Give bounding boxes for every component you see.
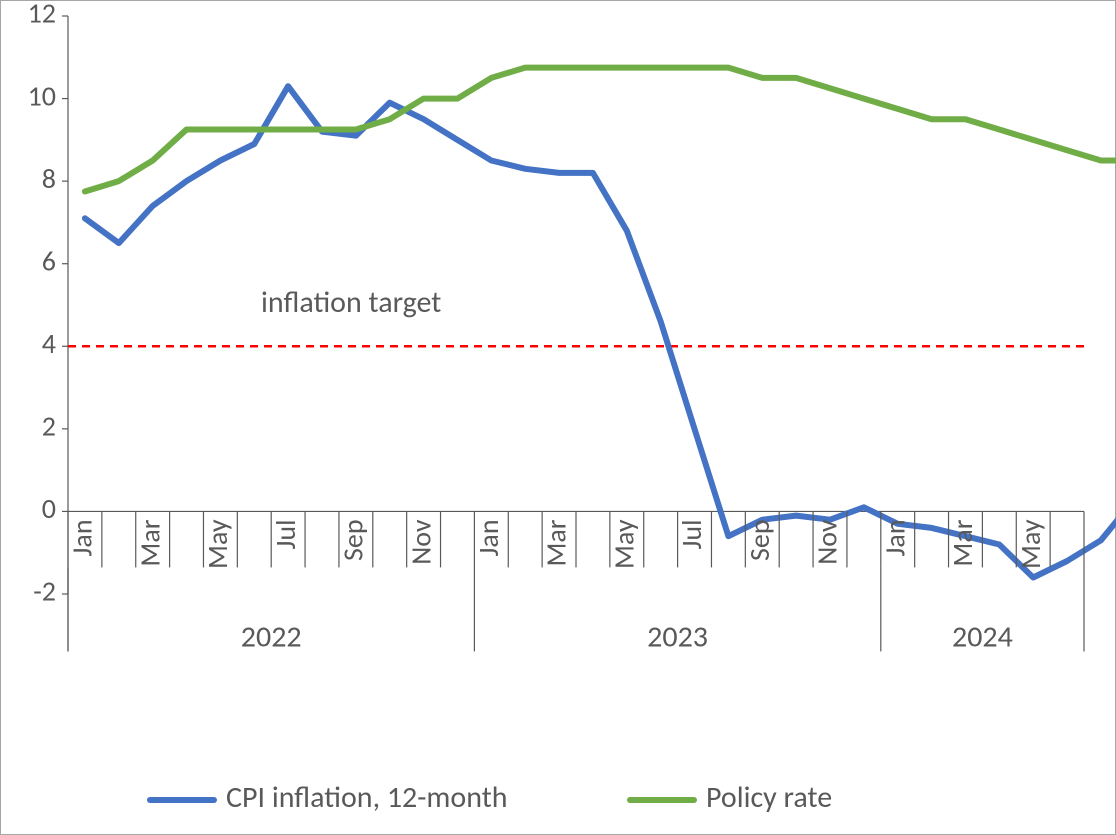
y-tick-label: 10 xyxy=(28,78,56,113)
year-label: 2024 xyxy=(952,619,1013,656)
month-label: Jan xyxy=(471,519,506,556)
month-label: Sep xyxy=(336,519,371,561)
month-label: Mar xyxy=(539,519,574,566)
chart-container: -2 0 2 4 6 8 10 12 Jan Mar May Jul Sep Nov Jan Mar May Ju… xyxy=(0,0,1116,835)
month-label: Jan xyxy=(65,519,100,556)
y-tick-label: 6 xyxy=(42,243,56,278)
month-label: Nov xyxy=(810,519,845,565)
month-label: May xyxy=(200,519,235,569)
month-label: Sep xyxy=(742,519,777,561)
year-label: 2023 xyxy=(647,619,708,656)
inflation-target-annotation: inflation target xyxy=(261,284,441,321)
month-label: Nov xyxy=(403,519,438,565)
y-tick-label: 8 xyxy=(42,161,56,196)
month-label: May xyxy=(1013,519,1048,569)
y-tick-label: 2 xyxy=(42,409,56,444)
month-label: Mar xyxy=(132,519,167,566)
legend-label: Policy rate xyxy=(706,779,832,816)
y-tick-label: 12 xyxy=(28,0,56,31)
legend-label: CPI inflation, 12-month xyxy=(226,779,508,816)
month-label: Jul xyxy=(268,519,303,549)
year-label: 2022 xyxy=(241,619,302,656)
month-label: Mar xyxy=(945,519,980,566)
chart-border xyxy=(1,1,1116,835)
month-label: May xyxy=(606,519,641,569)
month-label: Jan xyxy=(877,519,912,556)
y-tick-label: -2 xyxy=(33,574,56,609)
y-tick-label: 0 xyxy=(42,491,56,526)
line-chart: -2 0 2 4 6 8 10 12 Jan Mar May Jul Sep Nov Jan Mar May Ju… xyxy=(0,0,1116,835)
y-tick-label: 4 xyxy=(42,326,56,361)
month-label: Jul xyxy=(674,519,709,549)
